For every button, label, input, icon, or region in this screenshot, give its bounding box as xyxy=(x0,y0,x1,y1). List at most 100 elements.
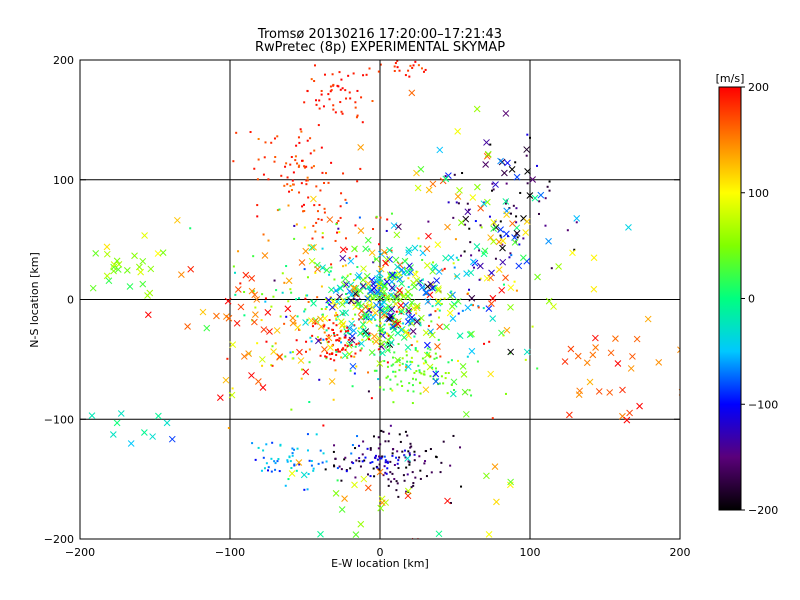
data-point-cross xyxy=(285,277,293,285)
data-point-cross xyxy=(159,249,167,256)
data-point-cross xyxy=(459,363,467,370)
data-point-dot xyxy=(377,436,380,439)
data-point-cross xyxy=(213,312,220,320)
data-point-dot xyxy=(457,202,460,205)
data-point-dot xyxy=(384,331,387,334)
data-point-cross xyxy=(503,326,511,334)
data-point-dot xyxy=(491,417,494,420)
data-point-dot xyxy=(358,444,361,447)
data-point-dot xyxy=(467,208,470,211)
data-point-dot xyxy=(356,89,359,92)
data-point-dot xyxy=(407,286,410,289)
data-point-dot xyxy=(325,337,328,340)
data-point-dot xyxy=(399,440,402,443)
data-point-dot xyxy=(536,367,539,370)
data-point-dot xyxy=(267,178,270,181)
data-point-cross xyxy=(469,194,477,201)
data-point-dot xyxy=(239,282,242,285)
data-point-cross xyxy=(168,435,176,443)
data-point-dot xyxy=(267,239,270,242)
data-point-dot xyxy=(353,324,356,327)
data-point-dot xyxy=(287,300,290,303)
data-point-dot xyxy=(409,360,412,363)
data-point-cross xyxy=(612,335,619,342)
data-point-cross xyxy=(325,334,333,342)
data-point-dot xyxy=(410,294,413,297)
data-point-dot xyxy=(318,99,321,102)
data-point-dot xyxy=(335,317,338,320)
data-point-cross xyxy=(248,287,256,295)
data-point-dot xyxy=(251,442,254,445)
data-point-cross xyxy=(308,244,316,251)
data-point-cross xyxy=(446,309,454,317)
data-point-dot xyxy=(356,435,359,438)
data-point-cross xyxy=(477,204,485,212)
data-point-dot xyxy=(368,248,371,251)
data-point-dot xyxy=(311,237,314,240)
data-point-cross xyxy=(383,340,391,348)
data-point-dot xyxy=(335,311,338,314)
data-point-cross xyxy=(228,391,236,399)
data-point-dot xyxy=(449,501,452,504)
data-point-dot xyxy=(414,348,417,351)
data-point-dot xyxy=(270,141,273,144)
data-point-dot xyxy=(410,303,413,306)
data-point-cross xyxy=(575,391,583,398)
data-point-dot xyxy=(397,343,400,346)
data-point-cross xyxy=(513,173,521,181)
data-point-cross xyxy=(493,498,500,506)
data-point-cross xyxy=(573,215,581,222)
data-point-dot xyxy=(414,60,417,63)
data-point-cross xyxy=(225,314,233,322)
data-point-dot xyxy=(275,289,278,292)
data-point-cross xyxy=(408,299,416,306)
data-point-dot xyxy=(270,470,273,473)
data-point-dot xyxy=(476,360,479,363)
data-point-cross xyxy=(490,219,498,226)
y-tick-label: −200 xyxy=(44,533,74,546)
data-point-cross xyxy=(328,378,336,385)
x-axis-label: E-W location [km] xyxy=(331,557,429,570)
data-point-dot xyxy=(323,73,326,76)
data-point-dot xyxy=(369,461,372,464)
data-point-dot xyxy=(271,364,274,367)
data-point-cross xyxy=(490,238,497,245)
data-point-dot xyxy=(375,324,378,327)
data-point-cross xyxy=(408,89,416,97)
data-point-dot xyxy=(388,323,391,326)
data-point-dot xyxy=(403,449,406,452)
data-point-cross xyxy=(400,334,408,341)
data-point-dot xyxy=(406,434,409,437)
data-point-dot xyxy=(500,236,503,239)
data-point-dot xyxy=(343,458,346,461)
data-point-cross xyxy=(412,271,419,278)
data-point-dot xyxy=(322,452,325,455)
data-point-cross xyxy=(390,222,398,229)
data-point-dot xyxy=(550,267,553,270)
data-point-dot xyxy=(334,369,337,372)
data-point-dot xyxy=(312,165,315,168)
data-point-dot xyxy=(325,357,328,360)
data-point-cross xyxy=(350,327,358,334)
data-point-dot xyxy=(261,293,264,296)
data-point-cross xyxy=(360,265,367,273)
data-point-dot xyxy=(335,223,338,226)
data-point-cross xyxy=(187,265,195,273)
data-point-dot xyxy=(332,108,335,111)
data-point-dot xyxy=(419,477,422,480)
colorbar-tick-label: 200 xyxy=(748,81,769,94)
data-point-dot xyxy=(437,338,440,341)
data-point-cross xyxy=(149,433,156,440)
data-point-dot xyxy=(290,156,293,159)
data-point-dot xyxy=(450,290,453,293)
data-point-dot xyxy=(575,221,578,224)
data-point-cross xyxy=(376,294,383,302)
data-point-dot xyxy=(325,356,328,359)
data-point-dot xyxy=(321,236,324,239)
data-point-dot xyxy=(363,459,366,462)
data-point-dot xyxy=(346,296,349,299)
data-point-dot xyxy=(326,299,329,302)
data-point-dot xyxy=(372,467,375,470)
data-point-dot xyxy=(300,377,303,380)
data-point-dot xyxy=(335,350,338,353)
